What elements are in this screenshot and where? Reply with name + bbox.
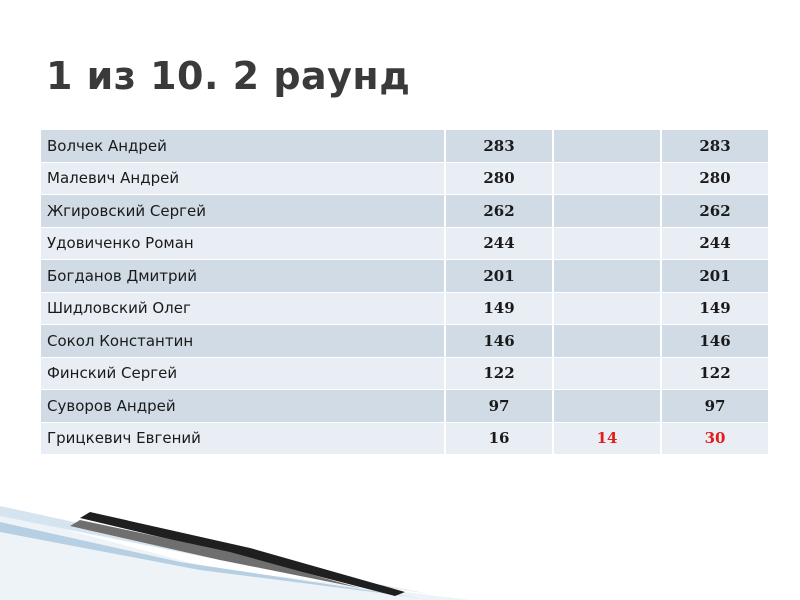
round1-score: 280 <box>444 161 554 195</box>
table-row: Богданов Дмитрий 201 201 <box>40 259 770 293</box>
decorative-swoosh <box>0 506 470 600</box>
round1-score: 283 <box>444 129 554 163</box>
round2-score <box>552 324 662 358</box>
total-score: 283 <box>660 129 770 163</box>
total-score: 262 <box>660 194 770 228</box>
round1-score: 262 <box>444 194 554 228</box>
score-table: Волчек Андрей 283 283 Малевич Андрей 280… <box>40 129 770 455</box>
total-score: 280 <box>660 161 770 195</box>
round1-score: 201 <box>444 259 554 293</box>
round2-score <box>552 356 662 390</box>
total-score: 149 <box>660 291 770 325</box>
player-name: Сокол Константин <box>40 324 446 358</box>
swoosh-gray-stripe <box>70 520 360 588</box>
round1-score: 122 <box>444 356 554 390</box>
round1-score: 16 <box>444 421 554 455</box>
round2-score <box>552 194 662 228</box>
slide-title: 1 из 10. 2 раунд <box>46 54 411 98</box>
table-row: Сокол Константин 146 146 <box>40 324 770 358</box>
player-name: Жгировский Сергей <box>40 194 446 228</box>
table-row: Малевич Андрей 280 280 <box>40 161 770 195</box>
round2-score <box>552 129 662 163</box>
round2-score <box>552 161 662 195</box>
player-name: Суворов Андрей <box>40 389 446 423</box>
round2-score <box>552 291 662 325</box>
round1-score: 149 <box>444 291 554 325</box>
total-score: 30 <box>660 421 770 455</box>
table-row: Грицкевич Евгений 16 14 30 <box>40 421 770 455</box>
player-name: Волчек Андрей <box>40 129 446 163</box>
player-name: Удовиченко Роман <box>40 226 446 260</box>
total-score: 122 <box>660 356 770 390</box>
round2-score <box>552 226 662 260</box>
player-name: Финский Сергей <box>40 356 446 390</box>
player-name: Малевич Андрей <box>40 161 446 195</box>
round1-score: 97 <box>444 389 554 423</box>
table-row: Суворов Андрей 97 97 <box>40 389 770 423</box>
total-score: 201 <box>660 259 770 293</box>
player-name: Богданов Дмитрий <box>40 259 446 293</box>
round1-score: 146 <box>444 324 554 358</box>
player-name: Шидловский Олег <box>40 291 446 325</box>
table-row: Жгировский Сергей 262 262 <box>40 194 770 228</box>
total-score: 146 <box>660 324 770 358</box>
swoosh-light-band <box>0 512 470 600</box>
table-row: Волчек Андрей 283 283 <box>40 129 770 163</box>
total-score: 244 <box>660 226 770 260</box>
round2-score <box>552 389 662 423</box>
round1-score: 244 <box>444 226 554 260</box>
swoosh-dark-stripe <box>80 512 405 596</box>
round2-score: 14 <box>552 421 662 455</box>
total-score: 97 <box>660 389 770 423</box>
table-row: Удовиченко Роман 244 244 <box>40 226 770 260</box>
round2-score <box>552 259 662 293</box>
table-row: Шидловский Олег 149 149 <box>40 291 770 325</box>
table-row: Финский Сергей 122 122 <box>40 356 770 390</box>
player-name: Грицкевич Евгений <box>40 421 446 455</box>
